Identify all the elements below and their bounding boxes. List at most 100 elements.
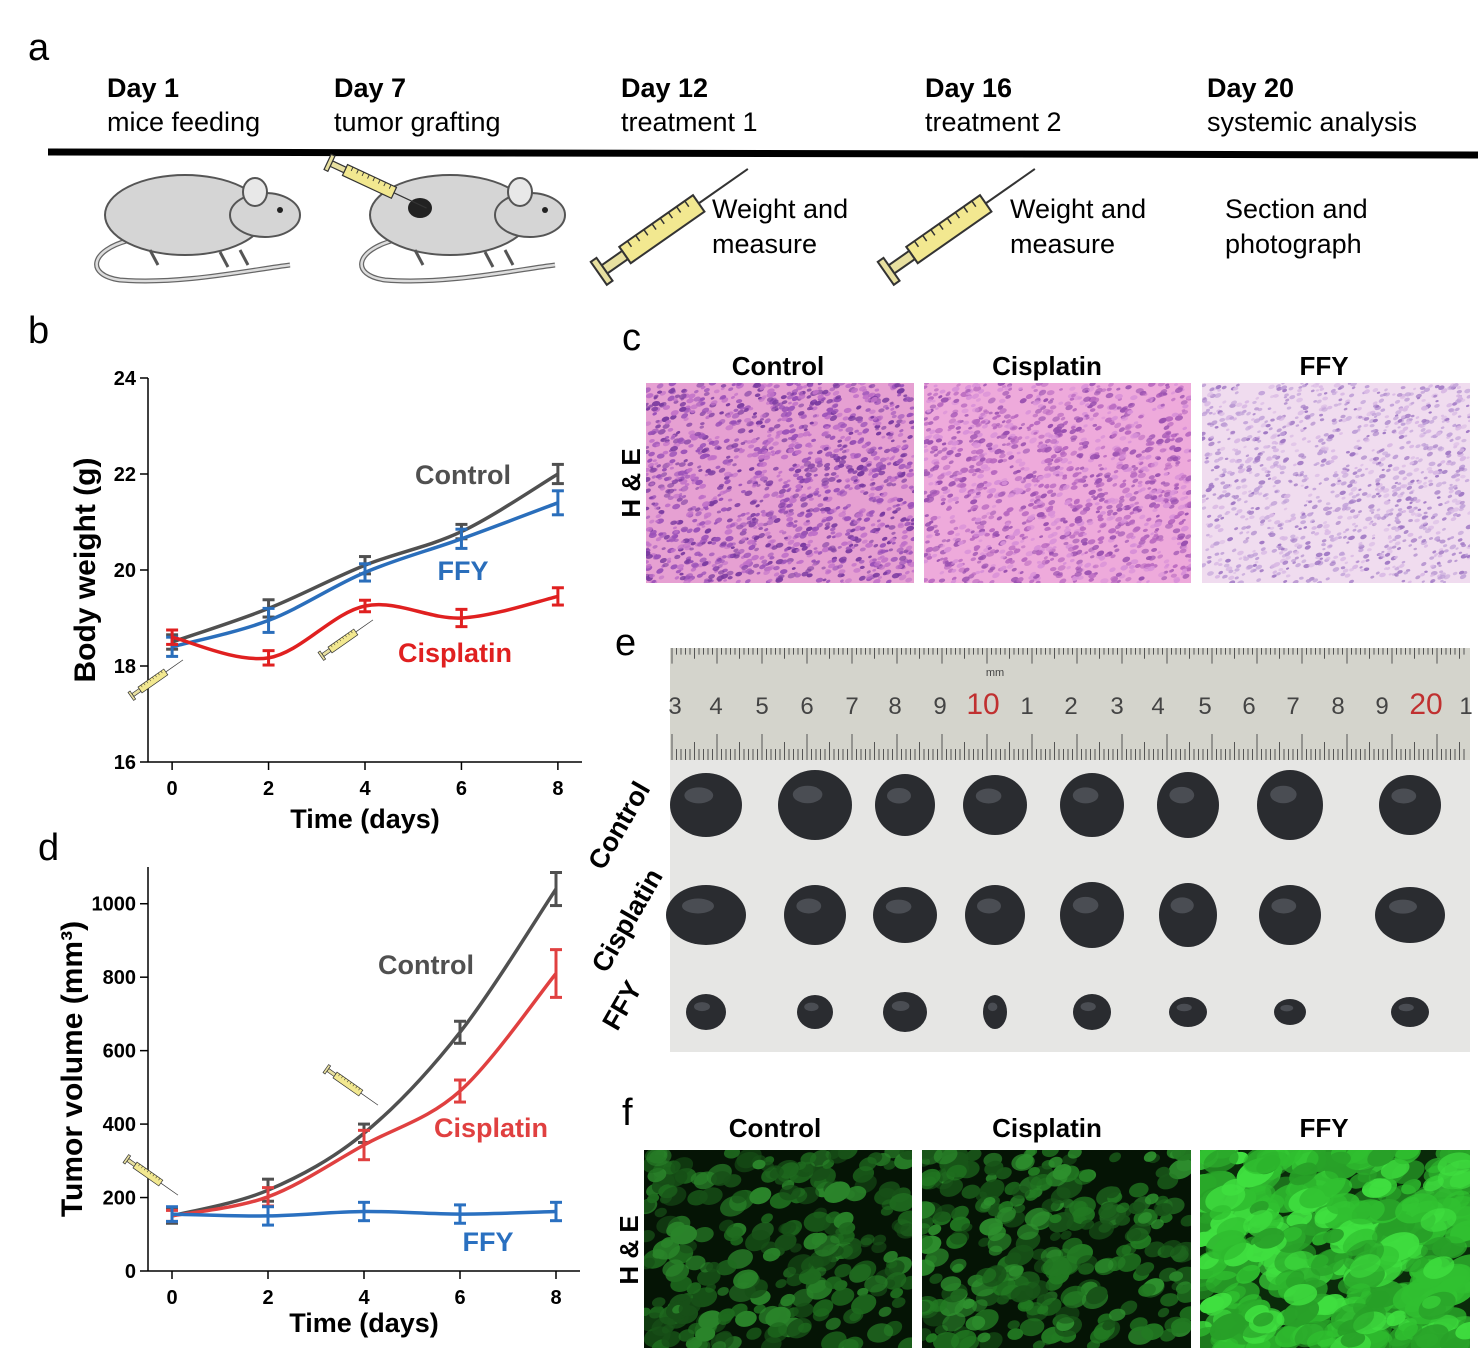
cell	[1365, 516, 1373, 522]
cell	[1125, 492, 1133, 498]
cell	[946, 449, 954, 455]
cell	[1337, 387, 1342, 390]
cell	[1131, 465, 1136, 468]
cell	[1428, 479, 1433, 483]
cell	[937, 450, 943, 454]
cell	[786, 516, 794, 522]
cell	[825, 426, 830, 430]
cell	[1046, 390, 1055, 396]
cell	[646, 467, 650, 473]
cell	[792, 493, 800, 499]
cell	[755, 420, 763, 425]
cell	[1065, 525, 1070, 529]
cell	[1296, 397, 1303, 403]
error-bar	[551, 462, 564, 486]
cell	[768, 427, 773, 430]
cell	[1360, 560, 1366, 564]
cell	[1312, 487, 1317, 491]
cell	[1230, 430, 1236, 435]
syringe-scale	[349, 1082, 352, 1085]
cell	[1403, 434, 1408, 438]
tumor-highlight	[1398, 1003, 1414, 1012]
cell	[1321, 407, 1328, 412]
cell	[1108, 383, 1114, 387]
cell	[1132, 433, 1140, 439]
cell	[881, 536, 888, 541]
cell	[845, 546, 852, 551]
cell	[1359, 566, 1363, 569]
cell	[1018, 461, 1026, 467]
cell	[1142, 392, 1148, 396]
cell	[1424, 570, 1428, 573]
cell	[1010, 438, 1020, 445]
cell	[1205, 533, 1210, 537]
series-label: Cisplatin	[398, 638, 512, 668]
cell	[1246, 467, 1252, 472]
cell	[1206, 514, 1212, 518]
ruler-number: 1	[1459, 693, 1472, 720]
cell	[1435, 400, 1439, 403]
cell	[701, 571, 707, 576]
cell	[1273, 463, 1278, 467]
cell	[1165, 385, 1170, 389]
cell	[813, 492, 819, 496]
cell	[716, 575, 724, 581]
cell	[1392, 475, 1400, 480]
cell	[821, 412, 829, 418]
cell	[884, 524, 890, 528]
cell	[646, 387, 651, 393]
cell	[669, 459, 676, 464]
cell	[965, 395, 973, 400]
cell	[1222, 484, 1230, 490]
tumor	[1060, 773, 1124, 837]
cell	[1174, 432, 1179, 436]
cell	[803, 478, 811, 484]
cell	[755, 504, 760, 508]
cell	[789, 405, 796, 411]
cell	[1075, 549, 1083, 555]
cell	[814, 400, 822, 406]
cell	[1049, 557, 1055, 561]
cell	[877, 556, 883, 561]
cell	[1130, 559, 1139, 565]
cell	[741, 569, 747, 574]
cell	[1129, 543, 1136, 548]
cell	[963, 420, 970, 425]
cell	[1294, 449, 1300, 453]
cell	[826, 398, 833, 404]
cell	[1466, 545, 1470, 550]
cell	[1392, 538, 1397, 542]
cell	[1267, 470, 1271, 474]
cell	[1268, 384, 1275, 390]
cell	[1070, 437, 1077, 442]
syringe-scale	[138, 1163, 141, 1167]
cell	[1128, 564, 1136, 569]
syringe-icon	[876, 168, 1036, 287]
cell	[888, 548, 894, 552]
cell	[1241, 573, 1246, 576]
cell	[733, 554, 740, 559]
cell	[1260, 550, 1268, 555]
cell	[891, 414, 897, 419]
cell	[1074, 571, 1082, 577]
cell	[700, 422, 705, 426]
cell	[670, 548, 676, 553]
cell	[1244, 500, 1248, 504]
cell	[1217, 440, 1221, 444]
cell	[839, 447, 844, 451]
cell	[844, 436, 852, 442]
mouse-icon	[359, 174, 566, 284]
cell	[929, 450, 935, 454]
cell	[1380, 457, 1386, 462]
cell	[1413, 547, 1418, 551]
cell	[869, 482, 876, 487]
error-bar	[262, 649, 275, 667]
cell	[801, 546, 808, 551]
cell	[1274, 490, 1278, 493]
cell	[1114, 422, 1122, 429]
cell	[908, 420, 914, 425]
cell	[838, 1222, 856, 1235]
cell	[1046, 473, 1052, 477]
cell	[881, 425, 887, 430]
cell	[781, 559, 788, 564]
